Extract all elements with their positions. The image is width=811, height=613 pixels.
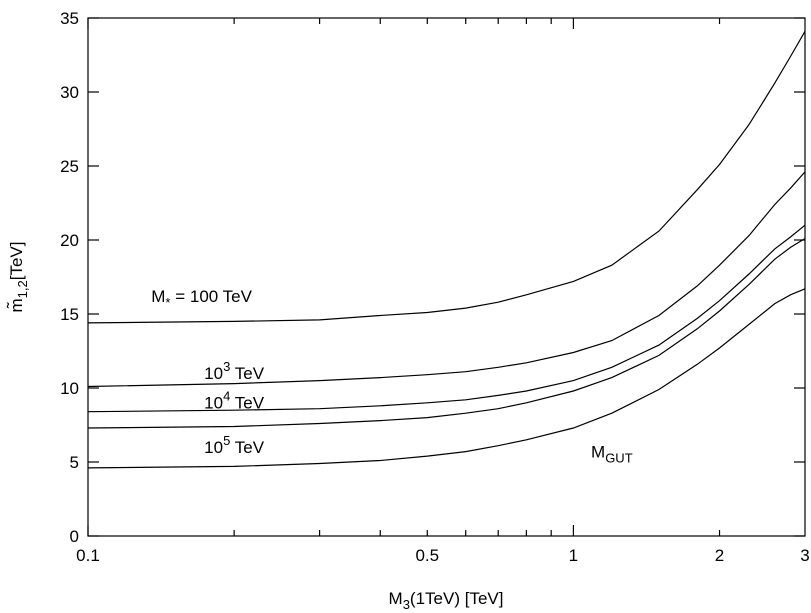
series-line-4 bbox=[87, 237, 806, 429]
y-tick-label: 35 bbox=[60, 9, 79, 28]
y-tick-label: 20 bbox=[60, 231, 79, 250]
series-label-5: 105 TeV bbox=[204, 433, 265, 457]
chart-annotations: MGUT bbox=[591, 443, 633, 466]
x-tick-label: 3 bbox=[800, 546, 809, 565]
y-axis-title: m̃1,2[TeV] bbox=[6, 242, 30, 313]
x-tick-label: 1 bbox=[569, 546, 578, 565]
series-labels: M* = 100 TeV 103 TeV 104 TeV 105 TeV bbox=[151, 287, 264, 457]
y-tick-label: 15 bbox=[60, 305, 79, 324]
y-tick-label: 25 bbox=[60, 157, 79, 176]
annotation-label: MGUT bbox=[591, 443, 633, 466]
axis-ticks bbox=[87, 17, 805, 537]
series-line-5 bbox=[87, 288, 806, 469]
data-series bbox=[87, 31, 806, 469]
series-label-3: 104 TeV bbox=[204, 389, 265, 413]
plot-frame bbox=[87, 17, 806, 537]
series-line-3 bbox=[87, 224, 806, 413]
series-label-2: 103 TeV bbox=[204, 359, 265, 383]
series-line-2 bbox=[87, 171, 806, 388]
x-tick-label: 0.5 bbox=[415, 546, 439, 565]
y-tick-label: 10 bbox=[60, 379, 79, 398]
series-label-1: M* = 100 TeV bbox=[151, 287, 252, 310]
x-tick-label: 2 bbox=[715, 546, 724, 565]
y-tick-label: 5 bbox=[70, 453, 79, 472]
x-axis-title: M3(1TeV) [TeV] bbox=[389, 589, 504, 612]
series-line-1 bbox=[87, 31, 806, 324]
x-tick-label: 0.1 bbox=[76, 546, 100, 565]
y-tick-label: 30 bbox=[60, 83, 79, 102]
y-tick-label: 0 bbox=[70, 527, 79, 546]
